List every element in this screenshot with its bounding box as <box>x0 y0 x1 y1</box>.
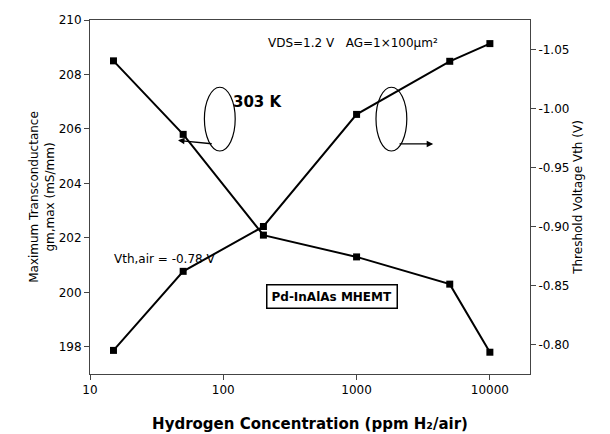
svg-text:-1.05: -1.05 <box>538 43 569 57</box>
svg-text:-0.80: -0.80 <box>538 338 569 352</box>
svg-text:VDS=1.2 V AG=1×100μm²: VDS=1.2 V AG=1×100μm² <box>268 36 438 50</box>
svg-text:10: 10 <box>82 383 97 397</box>
svg-text:-1.00: -1.00 <box>538 102 569 116</box>
svg-text:Pd-InAlAs MHEMT: Pd-InAlAs MHEMT <box>272 290 393 304</box>
svg-text:1000: 1000 <box>341 383 372 397</box>
svg-text:210: 210 <box>59 13 82 27</box>
svg-text:200: 200 <box>59 286 82 300</box>
svg-text:204: 204 <box>59 177 82 191</box>
svg-text:10000: 10000 <box>471 383 509 397</box>
svg-text:202: 202 <box>59 231 82 245</box>
svg-text:198: 198 <box>59 340 82 354</box>
svg-text:Threshold Voltage Vth (V): Threshold Voltage Vth (V) <box>571 120 585 275</box>
svg-text:206: 206 <box>59 122 82 136</box>
svg-text:303 K: 303 K <box>233 93 283 111</box>
svg-text:208: 208 <box>59 68 82 82</box>
svg-text:Hydrogen Concentration (ppm H₂: Hydrogen Concentration (ppm H₂/air) <box>152 415 468 433</box>
svg-text:-0.90: -0.90 <box>538 220 569 234</box>
svg-text:-0.95: -0.95 <box>538 161 569 175</box>
svg-text:Vth,air = -0.78 V: Vth,air = -0.78 V <box>114 252 216 266</box>
svg-text:100: 100 <box>212 383 235 397</box>
svg-text:-0.85: -0.85 <box>538 279 569 293</box>
svg-text:Maximum Transconductancegm,max: Maximum Transconductancegm,max (mS/mm) <box>27 111 57 283</box>
